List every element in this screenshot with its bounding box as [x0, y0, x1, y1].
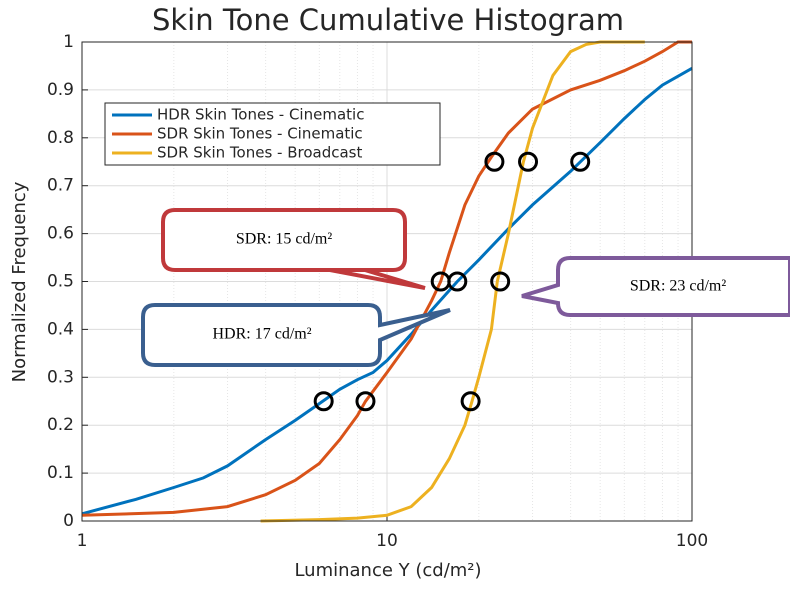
- x-tick-label: 10: [376, 531, 398, 551]
- callout-box: [161, 208, 426, 290]
- y-tick-label: 0.8: [47, 128, 74, 148]
- y-tick-label: 1: [63, 32, 74, 52]
- marker: [355, 391, 376, 412]
- y-axis-label: Normalized Frequency: [9, 181, 30, 382]
- marker: [518, 151, 539, 172]
- series-line: [260, 40, 645, 523]
- marker: [447, 271, 468, 292]
- y-tick-label: 0.7: [47, 176, 74, 196]
- legend-label: SDR Skin Tones - Broadcast: [157, 144, 362, 162]
- marker: [484, 151, 505, 172]
- y-tick-label: 0: [63, 511, 74, 531]
- callout-text: SDR: 15 cd/m²: [236, 231, 333, 248]
- chart-title: Skin Tone Cumulative Histogram: [152, 3, 624, 37]
- markers: [313, 151, 591, 412]
- series-line: [81, 40, 692, 517]
- callout-text: SDR: 23 cd/m²: [630, 278, 727, 295]
- y-tick-label: 0.9: [47, 80, 74, 100]
- y-tick-label: 0.4: [47, 319, 74, 339]
- y-tick-label: 0.5: [47, 272, 74, 292]
- y-tick-label: 0.1: [47, 463, 74, 483]
- legend-label: HDR Skin Tones - Cinematic: [157, 106, 364, 124]
- x-axis-label: Luminance Y (cd/m²): [294, 560, 481, 581]
- series-line: [81, 66, 693, 516]
- legend-box: [104, 102, 441, 166]
- callout-box: [521, 256, 790, 317]
- callout-box: [141, 303, 451, 367]
- lines: [81, 40, 693, 523]
- x-tick-label: 1: [77, 531, 88, 551]
- y-tick-label: 0.2: [47, 415, 74, 435]
- y-tick-label: 0.3: [47, 367, 74, 387]
- legend-label: SDR Skin Tones - Cinematic: [157, 125, 363, 143]
- marker: [570, 151, 591, 172]
- marker: [313, 391, 334, 412]
- marker: [460, 391, 481, 412]
- x-tick-label: 100: [676, 531, 708, 551]
- marker: [490, 271, 511, 292]
- callout-text: HDR: 17 cd/m²: [212, 326, 311, 343]
- y-tick-label: 0.6: [47, 224, 74, 244]
